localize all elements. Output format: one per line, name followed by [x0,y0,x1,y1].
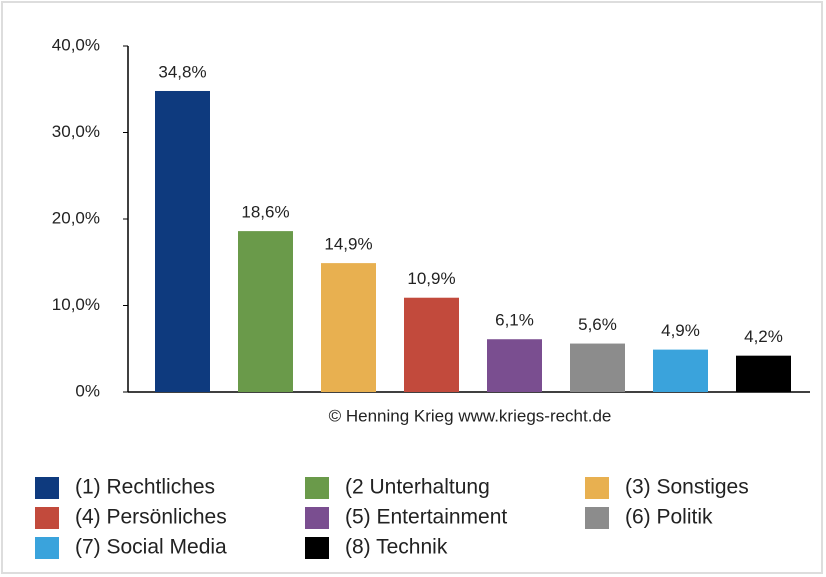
legend-label: (8) Technik [345,536,448,559]
y-tick-label: 0% [75,381,100,400]
legend-swatch [305,537,329,559]
legend-label: (1) Rechtliches [75,476,215,499]
value-label: 4,9% [661,321,700,340]
y-tick-label: 10,0% [52,295,100,314]
annotation: © Henning Krieg www.kriegs-recht.de [329,406,612,425]
bar [155,90,210,392]
y-tick-label: 30,0% [52,122,100,141]
bar [570,343,625,392]
bar [487,339,542,392]
legend-label: (6) Politik [625,506,713,529]
value-label: 5,6% [578,315,617,334]
legend-swatch [305,507,329,529]
bar [321,263,376,392]
y-tick-label: 40,0% [52,35,100,54]
legend-swatch [585,507,609,529]
legend-swatch [35,507,59,529]
legend-swatch [305,477,329,499]
legend-label: (4) Persönliches [75,506,227,529]
value-label: 34,8% [158,62,206,81]
value-label: 10,9% [407,269,455,288]
legend-label: (2 Unterhaltung [345,476,490,499]
legend-label: (5) Entertainment [345,506,507,529]
legend-swatch [35,477,59,499]
legend-swatch [35,537,59,559]
legend-label: (3) Sonstiges [625,476,749,499]
value-label: 18,6% [241,203,289,222]
bar [653,349,708,392]
value-label: 14,9% [324,235,372,254]
y-tick-label: 20,0% [52,208,100,227]
legend-swatch [585,477,609,499]
bar [238,231,293,392]
value-label: 4,2% [744,327,783,346]
value-label: 6,1% [495,311,534,330]
legend-label: (7) Social Media [75,536,227,559]
bar [404,297,459,392]
bar [736,355,791,392]
